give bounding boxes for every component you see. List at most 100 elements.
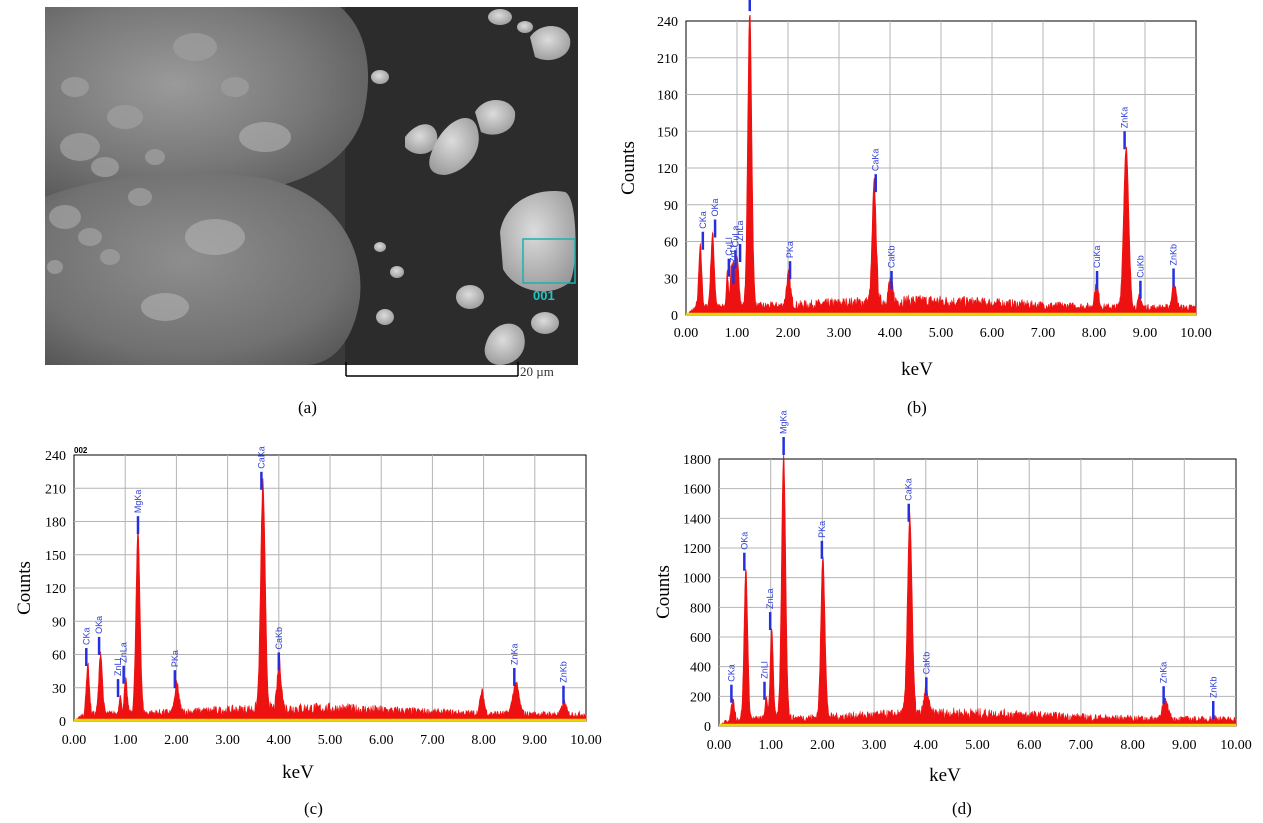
- x-tick-label: 0.00: [674, 326, 699, 341]
- x-axis-title: keV: [929, 765, 961, 786]
- x-tick-label: 7.00: [1031, 326, 1056, 341]
- x-tick-label: 1.00: [725, 326, 750, 341]
- y-tick-label: 210: [45, 482, 66, 497]
- y-tick-label: 180: [45, 516, 66, 531]
- x-tick-label: 5.00: [929, 326, 954, 341]
- y-tick-label: 180: [657, 89, 678, 104]
- x-tick-label: 6.00: [369, 733, 394, 748]
- peak-label: CuKa: [1092, 245, 1102, 268]
- panel-label-a: (a): [298, 398, 317, 417]
- y-tick-label: 0: [704, 720, 711, 735]
- panel-label-b: (b): [907, 398, 927, 417]
- x-tick-label: 2.00: [810, 738, 835, 753]
- peak-label: CKa: [726, 664, 736, 682]
- chart-b: CKaOKaCuLlCuLaZnLlZnLaMgKaPKaCaKaCaKbCuK…: [618, 0, 1212, 380]
- y-tick-label: 1000: [683, 572, 711, 587]
- y-tick-label: 90: [52, 615, 66, 630]
- peak-label: ZnKa: [1159, 662, 1169, 684]
- peak-label: CuLl: [724, 237, 734, 256]
- x-tick-label: 8.00: [471, 733, 496, 748]
- x-tick-label: 2.00: [776, 326, 801, 341]
- y-tick-label: 30: [664, 272, 678, 287]
- x-tick-label: 7.00: [420, 733, 445, 748]
- y-axis-title: Counts: [653, 565, 674, 619]
- peak-label: ZnLl: [759, 661, 769, 679]
- y-tick-label: 150: [45, 549, 66, 564]
- peak-label: ZnKb: [1208, 677, 1218, 699]
- peak-label: ZnLl: [728, 246, 738, 264]
- y-tick-label: 90: [664, 199, 678, 214]
- y-tick-label: 60: [52, 649, 66, 664]
- chart-d: CKa OKa ZnLl ZnLa MgKa PKa CaKa CaKb ZnKa ZnKb 0.0…: [653, 410, 1252, 786]
- y-tick-label: 240: [45, 449, 66, 464]
- y-tick-label: 1600: [683, 483, 711, 498]
- peak-label: ZnKa: [1120, 107, 1130, 129]
- spectrum-tag: 002: [74, 446, 88, 455]
- x-tick-label: 3.00: [862, 738, 887, 753]
- x-tick-label: 4.00: [914, 738, 939, 753]
- peak-label: PKa: [785, 241, 795, 258]
- peak-label: PKa: [817, 521, 827, 538]
- peak-label: CaKa: [904, 478, 914, 501]
- x-tick-label: 8.00: [1120, 738, 1145, 753]
- peak-label: PKa: [170, 650, 180, 667]
- x-tick-label: 10.00: [1220, 738, 1252, 753]
- y-tick-label: 200: [690, 690, 711, 705]
- x-tick-label: 5.00: [318, 733, 343, 748]
- x-tick-label: 4.00: [267, 733, 292, 748]
- scale-bar: 20 µm: [345, 362, 554, 379]
- analysis-region-box: [522, 238, 576, 284]
- panel-label-c: (c): [304, 799, 323, 818]
- x-tick-label: 3.00: [827, 326, 852, 341]
- peak-label: CaKb: [921, 652, 931, 675]
- y-tick-label: 120: [657, 162, 678, 177]
- y-tick-label: 150: [657, 125, 678, 140]
- x-tick-label: 4.00: [878, 326, 903, 341]
- x-tick-label: 7.00: [1069, 738, 1094, 753]
- y-tick-label: 0: [59, 715, 66, 730]
- peak-label: MgKa: [133, 490, 143, 514]
- y-tick-label: 1200: [683, 542, 711, 557]
- y-tick-label: 30: [52, 682, 66, 697]
- y-tick-label: 210: [657, 52, 678, 67]
- x-tick-label: 10.00: [570, 733, 602, 748]
- y-tick-label: 1400: [683, 512, 711, 527]
- x-tick-label: 9.00: [1133, 326, 1158, 341]
- peak-label: CaKa: [256, 446, 266, 469]
- x-tick-label: 0.00: [707, 738, 732, 753]
- scale-label: 20 µm: [520, 364, 554, 379]
- sem-micrograph: 001: [45, 7, 578, 365]
- x-tick-label: 1.00: [758, 738, 783, 753]
- peak-label: ZnLa: [735, 220, 745, 241]
- peak-label: OKa: [710, 198, 720, 216]
- y-tick-label: 1800: [683, 453, 711, 468]
- peak-label: CaKa: [871, 149, 881, 172]
- y-tick-label: 400: [690, 661, 711, 676]
- x-tick-label: 10.00: [1180, 326, 1212, 341]
- peak-label: OKa: [94, 616, 104, 634]
- y-tick-label: 600: [690, 631, 711, 646]
- x-tick-label: 0.00: [62, 733, 87, 748]
- peak-label: ZnLl: [113, 659, 123, 677]
- spectrum-area: [685, 14, 1197, 316]
- y-tick-label: 120: [45, 582, 66, 597]
- x-tick-label: 9.00: [523, 733, 548, 748]
- peak-label: CuLa: [730, 226, 740, 248]
- x-tick-label: 6.00: [980, 326, 1005, 341]
- y-tick-label: 60: [664, 236, 678, 251]
- peak-label: ZnKa: [509, 643, 519, 665]
- region-label: 001: [533, 288, 555, 303]
- x-axis-title: keV: [901, 359, 933, 380]
- peak-label: CuKb: [1135, 255, 1145, 278]
- y-tick-label: 800: [690, 601, 711, 616]
- x-tick-label: 8.00: [1082, 326, 1107, 341]
- panel-label-d: (d): [952, 799, 972, 818]
- peak-label: ZnKb: [1169, 244, 1179, 266]
- peak-label: CKa: [81, 628, 91, 646]
- spectrum-area: [717, 453, 1237, 727]
- y-axis-title: Counts: [14, 561, 35, 615]
- x-tick-label: 9.00: [1172, 738, 1197, 753]
- x-tick-label: 3.00: [215, 733, 240, 748]
